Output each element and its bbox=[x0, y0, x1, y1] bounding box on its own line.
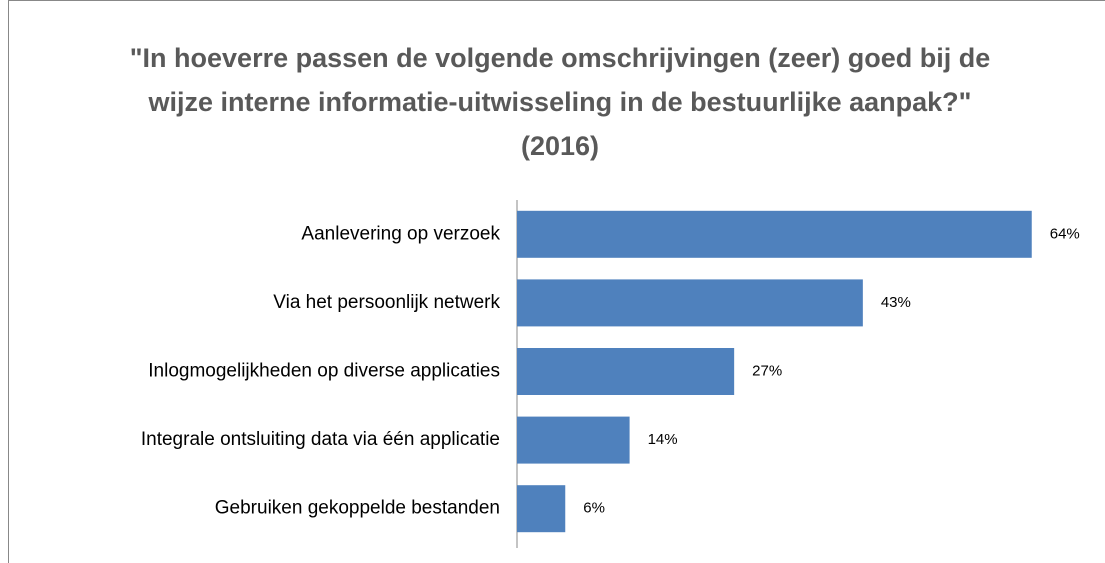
chart-border bbox=[8, 0, 1105, 563]
category-label: Aanlevering op verzoek bbox=[301, 223, 500, 244]
category-label: Via het persoonlijk netwerk bbox=[273, 292, 500, 313]
bar bbox=[517, 210, 1032, 258]
bar bbox=[517, 416, 630, 464]
category-label: Gebruiken gekoppelde bestanden bbox=[215, 498, 500, 519]
value-label: 64% bbox=[1050, 225, 1080, 242]
value-label: 14% bbox=[648, 431, 678, 448]
bar bbox=[517, 279, 863, 327]
bar bbox=[517, 485, 566, 533]
value-label: 27% bbox=[752, 362, 782, 379]
value-label: 43% bbox=[881, 294, 911, 311]
value-label: 6% bbox=[583, 500, 605, 517]
bar bbox=[517, 348, 735, 395]
chart-title: "In hoeverre passen de volgende omschrij… bbox=[129, 43, 991, 161]
category-label: Integrale ontsluiting data via één appli… bbox=[141, 429, 500, 450]
category-label: Inlogmogelijkheden op diverse applicatie… bbox=[148, 361, 500, 382]
